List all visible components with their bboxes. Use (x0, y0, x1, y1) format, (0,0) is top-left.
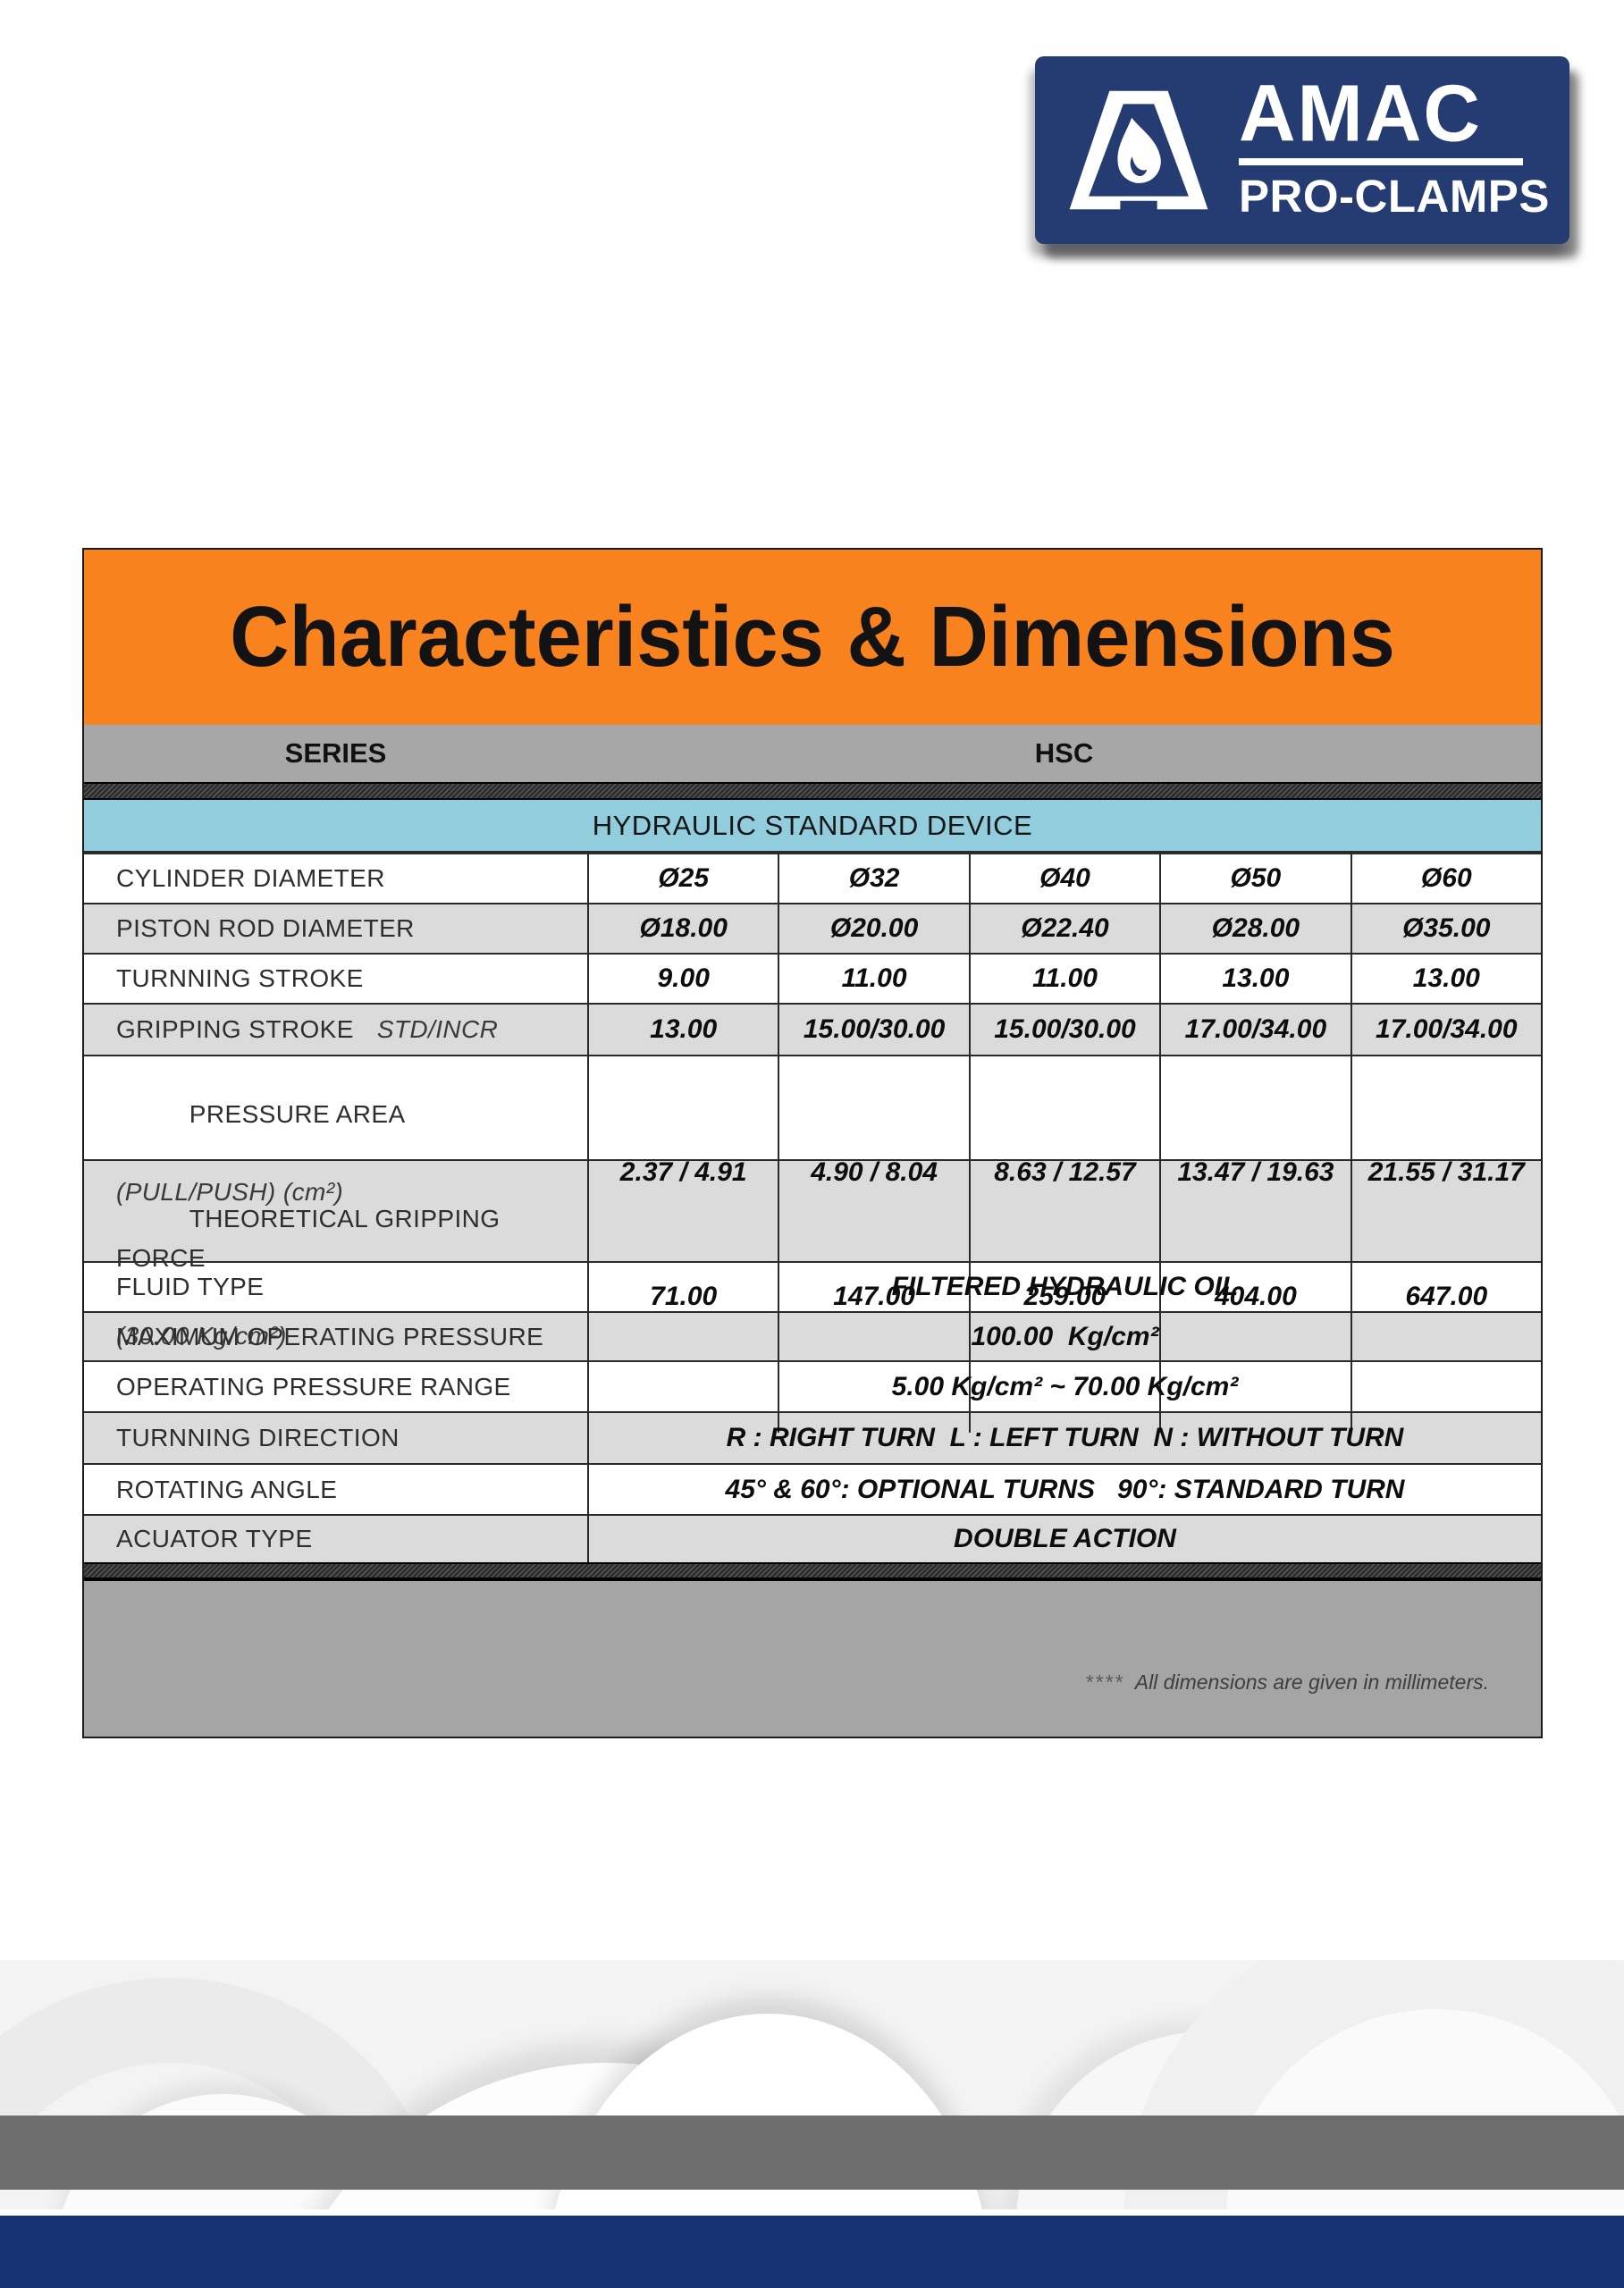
value-cell: 647.00 (1350, 1161, 1541, 1433)
value-cell: Ø35.00 (1350, 904, 1541, 953)
row-label: OPERATING PRESSURE RANGE (84, 1362, 587, 1411)
row-label: ACUATOR TYPE (84, 1516, 587, 1562)
dimensions-footnote: **** All dimensions are given in millimet… (1039, 1646, 1489, 1719)
value-cell: 13.00 (1350, 955, 1541, 1003)
brand-subname: PRO-CLAMPS (1239, 170, 1550, 222)
bottom-navy-bar (0, 2216, 1624, 2288)
row-label: FLUID TYPE (84, 1263, 587, 1311)
value-cell: 259.00 (968, 1161, 1159, 1433)
row-label-text: ROTATING ANGLE (116, 1475, 338, 1503)
page-title: Characteristics & Dimensions (230, 589, 1395, 685)
row-label-line2: (PULL/PUSH) (cm²) (116, 1178, 344, 1207)
merged-value-cell: 100.00 Kg/cm² (587, 1313, 1541, 1360)
row-label-text: GRIPPING STROKE (116, 1015, 354, 1043)
footnote-stars: **** (1084, 1670, 1124, 1694)
row-label: CYLINDER DIAMETER (84, 854, 587, 903)
value-cell: 13.00 (1159, 955, 1350, 1003)
row-label-text: THEORETICAL GRIPPING FORCE (30.00 Kg/cm²… (116, 1161, 587, 1433)
a-droplet-icon (1069, 90, 1208, 211)
row-label-text: PRESSURE AREA (PULL/PUSH) (cm²) (116, 1056, 406, 1289)
row-label-text: PISTON ROD DIAMETER (116, 914, 415, 942)
row-label-text: MAXIMUM OPERATING PRESSURE (116, 1322, 544, 1350)
value-cell: 17.00/34.00 (1159, 1005, 1350, 1055)
table-row-maximum-operating-pressure: MAXIMUM OPERATING PRESSURE 100.00 Kg/cm² (84, 1311, 1541, 1360)
value-cell: Ø50 (1159, 854, 1350, 903)
row-label: THEORETICAL GRIPPING FORCE (30.00 Kg/cm²… (84, 1161, 587, 1433)
series-row: SERIES HSC (84, 725, 1541, 782)
value-cell: 9.00 (587, 955, 778, 1003)
row-label-note: STD/INCR (376, 1015, 499, 1043)
row-label-text: TURNNING STROKE (116, 964, 364, 992)
value-cell: 17.00/34.00 (1350, 1005, 1541, 1055)
table-row-turnning-stroke: TURNNING STROKE 9.00 11.00 11.00 13.00 1… (84, 953, 1541, 1003)
spec-sheet: Characteristics & Dimensions SERIES HSC … (82, 548, 1543, 1738)
table-row-operating-pressure-range: OPERATING PRESSURE RANGE 5.00 Kg/cm² ~ 7… (84, 1360, 1541, 1411)
table-row-acuator-type: ACUATOR TYPE DOUBLE ACTION (84, 1514, 1541, 1562)
value-cell: Ø20.00 (778, 904, 968, 953)
row-label-line1: THEORETICAL GRIPPING FORCE (116, 1205, 508, 1272)
table-row-cylinder-diameter: CYLINDER DIAMETER Ø25 Ø32 Ø40 Ø50 Ø60 (84, 853, 1541, 903)
hatch-divider-bottom (84, 1562, 1541, 1579)
row-label: PRESSURE AREA (PULL/PUSH) (cm²) (84, 1056, 587, 1289)
value-cell: Ø60 (1350, 854, 1541, 903)
row-label-text: CYLINDER DIAMETER (116, 864, 385, 892)
row-label: ROTATING ANGLE (84, 1465, 587, 1514)
value-cell: Ø25 (587, 854, 778, 903)
series-label: SERIES (284, 737, 387, 769)
row-label-line1: PRESSURE AREA (189, 1100, 406, 1129)
table-row-theoretical-gripping-force: THEORETICAL GRIPPING FORCE (30.00 Kg/cm²… (84, 1159, 1541, 1433)
hatch-divider-top (84, 782, 1541, 800)
row-label: TURNNING STROKE (84, 955, 587, 1003)
value-cell: 404.00 (1159, 1161, 1350, 1433)
logo-text: AMAC PRO-CLAMPS (1239, 68, 1550, 222)
merged-value-cell: R : RIGHT TURN L : LEFT TURN N : WITHOUT… (587, 1413, 1541, 1463)
value-cell: Ø22.40 (968, 904, 1159, 953)
value-cell: 11.00 (778, 955, 968, 1003)
row-label-text: TURNNING DIRECTION (116, 1424, 400, 1451)
table-row-turnning-direction: TURNNING DIRECTION R : RIGHT TURN L : LE… (84, 1411, 1541, 1463)
row-label-text: FLUID TYPE (116, 1273, 265, 1300)
table-row-pressure-area: PRESSURE AREA (PULL/PUSH) (cm²) 2.37 / 4… (84, 1055, 1541, 1290)
row-label-line2: (30.00 Kg/cm²) (116, 1321, 287, 1350)
merged-value-cell: 45° & 60°: OPTIONAL TURNS 90°: STANDARD … (587, 1465, 1541, 1514)
value-cell: 15.00/30.00 (968, 1005, 1159, 1055)
row-label: MAXIMUM OPERATING PRESSURE (84, 1313, 587, 1360)
brand-name: AMAC (1239, 68, 1482, 159)
footnote-text: All dimensions are given in millimeters. (1134, 1670, 1489, 1694)
device-banner: HYDRAULIC STANDARD DEVICE (84, 800, 1541, 853)
series-value: HSC (1034, 737, 1094, 769)
merged-value-cell: FILTERED HYDRAULIC OIL (587, 1263, 1541, 1311)
value-cell: 15.00/30.00 (778, 1005, 968, 1055)
merged-value-cell: 5.00 Kg/cm² ~ 70.00 Kg/cm² (587, 1362, 1541, 1411)
table-row-fluid-type: FLUID TYPE FILTERED HYDRAULIC OIL (84, 1261, 1541, 1311)
bottom-gray-bar (0, 2116, 1624, 2190)
merged-value-cell: DOUBLE ACTION (587, 1516, 1541, 1562)
value-cell: 11.00 (968, 955, 1159, 1003)
row-label-text: OPERATING PRESSURE RANGE (116, 1372, 511, 1401)
row-label: GRIPPING STROKE STD/INCR (84, 1005, 587, 1055)
logo-underline (1239, 157, 1523, 165)
table-row-gripping-stroke: GRIPPING STROKE STD/INCR 13.00 15.00/30.… (84, 1003, 1541, 1055)
table-row-rotating-angle: ROTATING ANGLE 45° & 60°: OPTIONAL TURNS… (84, 1463, 1541, 1514)
value-cell: 147.00 (778, 1161, 968, 1433)
value-cell: Ø28.00 (1159, 904, 1350, 953)
brand-logo: AMAC PRO-CLAMPS (1035, 56, 1569, 244)
row-label: TURNNING DIRECTION (84, 1413, 587, 1463)
table-row-piston-rod-diameter: PISTON ROD DIAMETER Ø18.00 Ø20.00 Ø22.40… (84, 903, 1541, 953)
value-cell: Ø40 (968, 854, 1159, 903)
value-cell: Ø32 (778, 854, 968, 903)
row-label: PISTON ROD DIAMETER (84, 904, 587, 953)
sheet-footer: **** All dimensions are given in millimet… (84, 1579, 1541, 1737)
sheet-header: Characteristics & Dimensions (84, 550, 1541, 725)
value-cell: 13.00 (587, 1005, 778, 1055)
value-cell: Ø18.00 (587, 904, 778, 953)
row-label-text: ACUATOR TYPE (116, 1525, 313, 1552)
